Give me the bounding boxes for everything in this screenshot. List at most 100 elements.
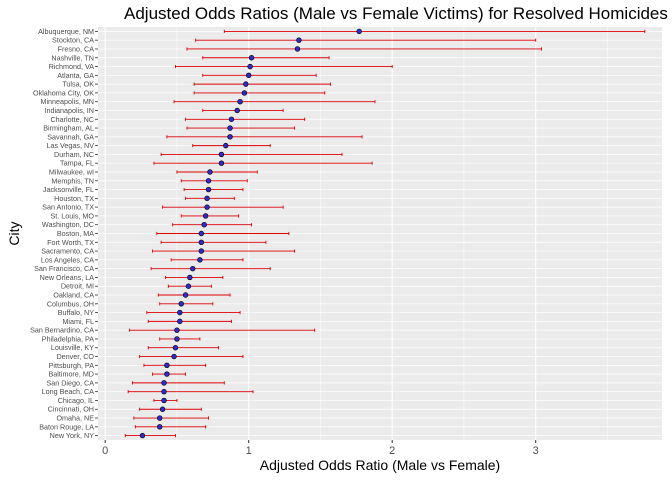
y-tick-label: Minneapolis, MN: [40, 97, 94, 106]
odds-ratio-point: [174, 327, 180, 333]
y-tick-label: Charlotte, NC: [50, 115, 94, 124]
x-tick-label: 2: [389, 445, 395, 457]
y-tick-label: Savannah, GA: [47, 132, 94, 141]
y-axis-title: City: [6, 221, 22, 245]
odds-ratio-point: [164, 371, 170, 377]
y-tick-label: Pittsburgh, PA: [49, 361, 95, 370]
y-tick-label: Fort Worth, TX: [47, 238, 94, 247]
odds-ratio-point: [198, 230, 205, 237]
x-axis-ticks: 0 1 2 3: [102, 440, 539, 457]
y-tick-label: Atlanta, GA: [57, 71, 94, 80]
odds-ratio-point: [187, 274, 193, 281]
y-tick-label: Omaha, NE: [56, 414, 94, 423]
odds-ratio-point: [202, 213, 209, 219]
odds-ratio-point: [218, 160, 225, 166]
x-tick-label: 3: [533, 445, 539, 457]
odds-ratio-point: [237, 98, 243, 105]
odds-ratio-point: [185, 283, 192, 289]
x-axis-title: Adjusted Odds Ratio (Male vs Female): [260, 457, 500, 473]
odds-ratio-point: [227, 125, 233, 131]
odds-ratio-point: [243, 81, 249, 87]
y-tick-label: Cincinnati, OH: [48, 405, 94, 414]
odds-ratio-point: [241, 90, 248, 96]
y-tick-label: Miami, FL: [62, 317, 94, 326]
odds-ratio-point: [178, 301, 184, 307]
y-tick-label: San Antonio, TX: [42, 203, 94, 212]
odds-ratio-point: [356, 28, 362, 35]
y-tick-label: New Orleans, LA: [40, 273, 95, 282]
y-tick-label: Albuquerque, NM: [38, 27, 94, 36]
y-tick-label: New York, NY: [50, 431, 95, 440]
chart-title: Adjusted Odds Ratios (Male vs Female Vic…: [124, 4, 668, 23]
y-tick-label: Sacramento, CA: [41, 247, 94, 256]
odds-ratio-point: [157, 415, 163, 421]
odds-ratio-point: [218, 151, 225, 158]
y-tick-label: Oakland, CA: [53, 291, 94, 300]
odds-ratio-point: [172, 345, 179, 351]
odds-ratio-point: [205, 178, 212, 184]
y-tick-label: St. Louis, MO: [50, 211, 94, 220]
y-tick-label: Milwaukee, wI: [49, 167, 94, 176]
odds-ratio-point: [139, 432, 146, 439]
odds-ratio-point: [204, 195, 210, 202]
y-tick-label: Jacksonville, FL: [43, 185, 94, 194]
y-tick-label: Tampa, FL: [60, 159, 94, 168]
odds-ratio-point: [227, 134, 233, 140]
odds-ratio-point: [198, 248, 205, 254]
odds-ratio-point: [248, 55, 255, 61]
y-tick-label: Durham, NC: [54, 150, 94, 159]
y-tick-label: Indianapolis, IN: [44, 106, 94, 115]
odds-ratio-point: [223, 142, 229, 149]
y-tick-label: Chicago, IL: [58, 396, 94, 405]
odds-ratio-point: [207, 169, 213, 175]
y-tick-label: San Diego, CA: [46, 378, 94, 387]
y-tick-label: Columbus, OH: [47, 299, 94, 308]
x-tick-label: 1: [246, 445, 252, 457]
y-tick-label: Fresno, CA: [58, 44, 95, 53]
y-tick-label: Denver, CO: [56, 352, 94, 361]
odds-ratio-point: [174, 336, 180, 342]
y-tick-label: San Francisco, CA: [34, 264, 94, 273]
y-tick-label: Philadelphia, PA: [42, 334, 94, 343]
y-tick-label: Birmingham, AL: [43, 124, 94, 133]
y-tick-label: Long Beach, CA: [42, 387, 95, 396]
y-tick-label: San Bernardino, CA: [30, 326, 94, 335]
odds-ratio-point: [234, 107, 240, 114]
y-tick-label: Boston, MA: [57, 229, 94, 238]
odds-ratio-point: [197, 257, 203, 263]
y-tick-label: Buffalo, NY: [58, 308, 94, 317]
odds-ratio-point: [201, 222, 207, 228]
y-tick-label: Las Vegas, NV: [46, 141, 94, 150]
odds-ratio-point: [157, 424, 163, 430]
y-tick-label: Los Angeles, CA: [41, 255, 94, 264]
y-tick-label: Baltimore, MD: [48, 370, 94, 379]
error-bars: [124, 29, 646, 438]
odds-ratio-point: [245, 72, 252, 79]
y-tick-label: Houston, TX: [54, 194, 94, 203]
odds-ratio-point: [205, 186, 212, 193]
y-tick-label: Stockton, CA: [52, 36, 94, 45]
odds-ratio-point: [177, 309, 183, 316]
y-tick-label: Louisville, KY: [51, 343, 94, 352]
x-tick-label: 0: [102, 445, 108, 457]
odds-ratio-point: [294, 46, 301, 52]
odds-ratio-point: [177, 318, 183, 325]
odds-ratio-point: [296, 37, 302, 43]
odds-ratio-point: [159, 406, 166, 412]
odds-ratio-point: [247, 63, 253, 70]
y-tick-label: Baton Rouge, LA: [39, 422, 94, 431]
y-tick-label: Oklahoma City, OK: [33, 88, 94, 97]
odds-ratio-point: [171, 353, 177, 360]
odds-ratio-point: [204, 204, 210, 210]
odds-ratio-point: [182, 292, 189, 298]
data-points: [139, 28, 362, 439]
y-tick-label: Washington, DC: [42, 220, 94, 229]
y-tick-label: Detroit, MI: [61, 282, 94, 291]
odds-ratio-point: [161, 397, 167, 404]
y-tick-label: Memphis, TN: [51, 176, 94, 185]
y-tick-label: Nashville, TN: [51, 53, 94, 62]
odds-ratio-point: [161, 380, 167, 386]
odds-ratio-point: [164, 362, 170, 369]
